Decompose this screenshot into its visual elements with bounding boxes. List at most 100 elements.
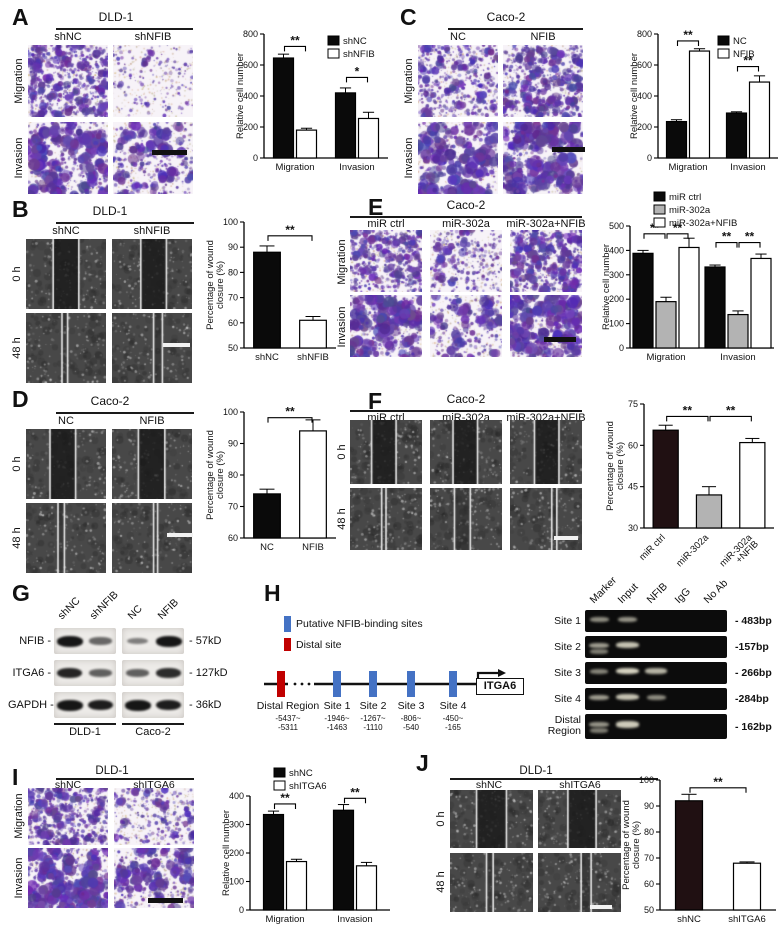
- svg-text:300: 300: [229, 820, 244, 830]
- svg-text:90: 90: [228, 439, 238, 449]
- site-label-distal: Distal Region: [256, 700, 320, 712]
- gel-lane-noab: No Ab: [701, 577, 731, 606]
- wound-d-48h-nfib: [112, 503, 192, 573]
- svg-text:80: 80: [228, 267, 238, 277]
- gel-band: [589, 616, 609, 622]
- svg-text:0: 0: [253, 153, 258, 163]
- svg-text:60: 60: [644, 879, 654, 889]
- svg-text:**: **: [726, 403, 736, 417]
- gel-lane-input: Input: [615, 580, 641, 606]
- binding-site-tick-4: [449, 671, 457, 697]
- micrograph-e-invasion-ctrl: [350, 295, 422, 357]
- panel-c: C Caco-2 NC NFIB Migration Invasion 0 200…: [396, 4, 784, 196]
- svg-text:200: 200: [229, 848, 244, 858]
- svg-text:400: 400: [243, 91, 258, 101]
- gel-lane-nfib: NFIB: [644, 580, 670, 606]
- svg-text:**: **: [650, 221, 660, 235]
- chart-b: 50 60 70 80 90 100 Percentage of wound closure …: [204, 208, 340, 364]
- row-label-migration: Migration: [13, 58, 25, 104]
- row-label-0h: 0 h: [11, 266, 23, 282]
- gel-band: [645, 668, 667, 675]
- chart-f: 30 45 60 75 Percentage of wound closure (%) **…: [604, 390, 778, 574]
- micrograph-c-invasion-nc: [418, 122, 498, 194]
- wound-d-0h-nc: [26, 429, 106, 499]
- wound-f-48h-ctrl: [350, 488, 422, 550]
- micrograph-c-migration-nfib: [503, 45, 583, 117]
- gel-site3: [585, 662, 727, 684]
- site-range-distal: -5437~ -5311: [275, 714, 301, 732]
- svg-text:Migration: Migration: [265, 914, 304, 925]
- scale-bar: [152, 150, 187, 155]
- col-label-nfib: NFIB: [530, 31, 556, 43]
- chart-d: 60 70 80 90 100 Percentage of wound closure (%…: [204, 398, 340, 554]
- size-label-57kd: - 57kD: [189, 635, 222, 647]
- panel-e-title: Caco-2: [446, 198, 486, 212]
- title-underline: [350, 216, 582, 218]
- row-label-invasion: Invasion: [13, 857, 25, 899]
- wound-j-0h-shnc: [450, 790, 533, 848]
- col-label-nc: NC: [450, 31, 466, 43]
- wound-d-48h-nc: [26, 503, 106, 573]
- gel-band: [616, 694, 639, 701]
- wound-d-0h-nfib: [112, 429, 192, 499]
- title-underline: [56, 28, 193, 30]
- svg-text:Migration: Migration: [646, 352, 685, 363]
- title-underline: [350, 410, 582, 412]
- micrograph-c-migration-nc: [418, 45, 498, 117]
- svg-text:100: 100: [229, 877, 244, 887]
- col-label-mir-302a: miR-302a: [442, 218, 490, 230]
- svg-text:Migration: Migration: [668, 162, 707, 173]
- svg-text:miR ctrl: miR ctrl: [669, 192, 701, 203]
- svg-text:30: 30: [628, 523, 638, 533]
- row-label-invasion: Invasion: [403, 137, 415, 179]
- wound-j-48h-shitga6: [538, 853, 621, 912]
- svg-text:shITGA6: shITGA6: [728, 914, 766, 925]
- svg-text:NC: NC: [260, 542, 274, 553]
- panel-b: B DLD-1 shNC shNFIB 0 h 48 h 50 60 70 80 90 1…: [8, 196, 344, 386]
- micrograph-c-invasion-nfib: [503, 122, 583, 194]
- row-label-48h: 48 h: [435, 871, 447, 893]
- site-label-4: Site 4: [439, 700, 467, 712]
- svg-text:400: 400: [229, 791, 244, 801]
- svg-text:50: 50: [644, 905, 654, 915]
- panel-g: G shNC shNFIB NC NFIB NFIB - ITGA6 - GAP…: [8, 582, 258, 764]
- wound-b-48h-shnc: [26, 313, 106, 383]
- svg-text:Percentage of wound: Percentage of wound: [205, 430, 216, 520]
- svg-text:Migration: Migration: [275, 162, 314, 173]
- distal-site-tick: [277, 671, 285, 697]
- size-label-127kd: - 127kD: [189, 667, 228, 679]
- svg-text:60: 60: [228, 533, 238, 543]
- gel-band: [616, 642, 639, 649]
- svg-text:**: **: [722, 230, 732, 244]
- chart-i: 0 100 200 300 400 Relative cell number ** ** Mig…: [220, 766, 394, 926]
- panel-i: I DLD-1 shNC shITGA6 Migration Invasion …: [8, 765, 394, 926]
- micrograph-a-migration-shnfib: [113, 45, 193, 117]
- size-label-36kd: - 36kD: [189, 699, 222, 711]
- svg-text:closure (%): closure (%): [631, 821, 642, 869]
- svg-text:500: 500: [609, 221, 624, 231]
- panel-j-label: J: [416, 750, 429, 776]
- wound-b-48h-shnfib: [112, 313, 192, 383]
- svg-text:miR-302a+NFIB: miR-302a+NFIB: [718, 532, 762, 574]
- title-underline: [56, 222, 194, 224]
- chart-j: 50 60 70 80 90 100 Percentage of wound closure …: [620, 766, 780, 926]
- svg-text:400: 400: [609, 245, 624, 255]
- svg-text:Invasion: Invasion: [720, 352, 755, 363]
- svg-text:**: **: [285, 223, 295, 237]
- svg-text:100: 100: [223, 407, 238, 417]
- svg-text:NFIB: NFIB: [302, 542, 324, 553]
- row-label-48h: 48 h: [11, 527, 23, 549]
- site-label-1: Site 1: [323, 700, 351, 712]
- panel-e: E Caco-2 miR ctrl miR-302a miR-302a+NFIB…: [330, 190, 784, 386]
- col-label-shitga6: shITGA6: [559, 779, 601, 791]
- gel-band: [589, 721, 609, 728]
- col-label-nfib: NFIB: [139, 415, 165, 427]
- panel-j: J DLD-1 shNC shITGA6 0 h 48 h 50 60 70 80 90…: [396, 752, 784, 926]
- blot-protein-nfib: NFIB -: [19, 635, 51, 647]
- svg-text:Invasion: Invasion: [337, 914, 372, 925]
- svg-text:Percentage of wound: Percentage of wound: [205, 240, 216, 330]
- blot-protein-gapdh: GAPDH -: [8, 699, 54, 711]
- wound-b-0h-shnfib: [112, 239, 192, 309]
- blot-protein-itga6: ITGA6 -: [12, 667, 51, 679]
